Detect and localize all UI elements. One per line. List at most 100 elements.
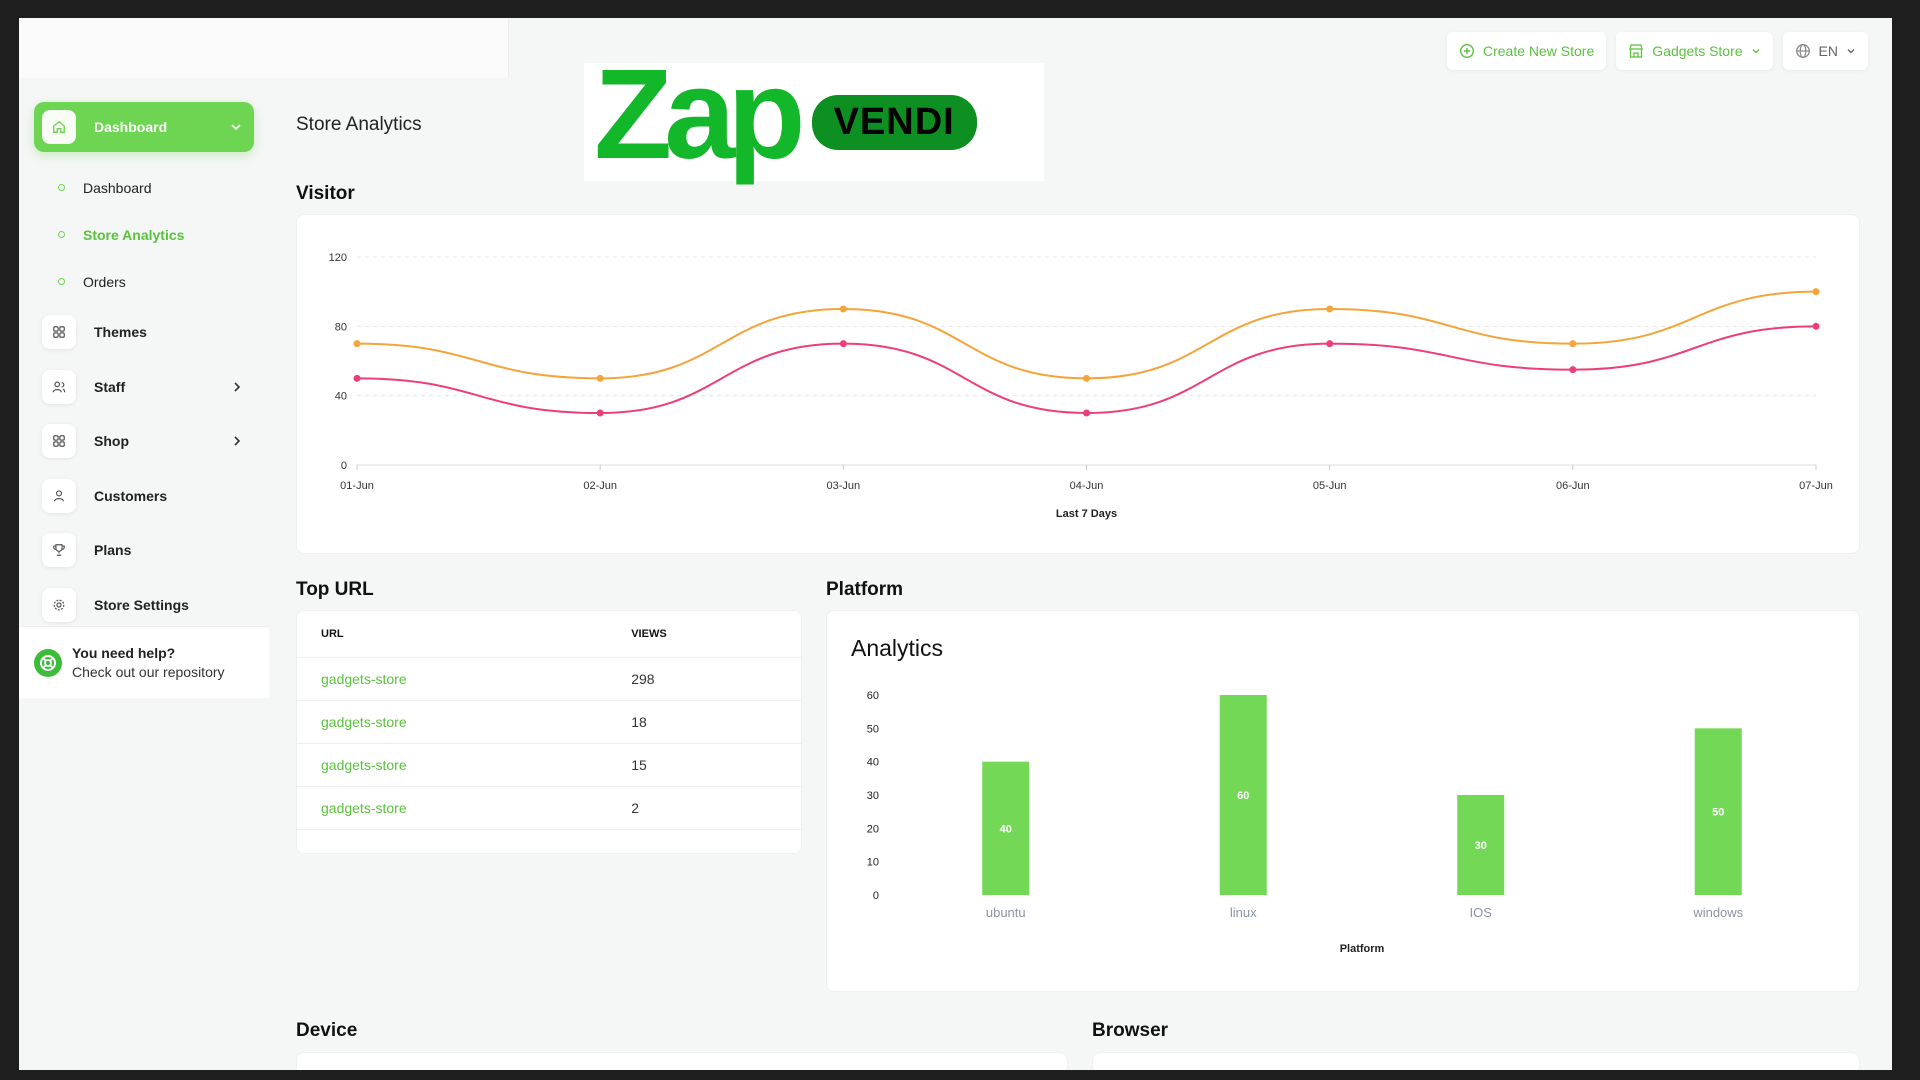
store-selector[interactable]: Gadgets Store [1616, 32, 1773, 70]
browser-heading: Browser [1092, 1020, 1169, 1041]
series-point-2 [596, 409, 604, 417]
sidebar-subitem-dashboard[interactable]: Dashboard [34, 164, 254, 211]
bar-value-label: 40 [1000, 823, 1012, 835]
user-icon [42, 478, 76, 513]
help-box[interactable]: You need help? Check out our repository [19, 626, 269, 698]
device-card [296, 1052, 1068, 1070]
platform-bar-chart: Analytics 0 10 20 30 40 50 60 40 ubuntu 60 linux 30 I… [851, 635, 1744, 955]
table-row: gadgets-store 2 [297, 786, 801, 830]
sidebar-item-label: Dashboard [94, 119, 168, 135]
series-point-2 [353, 374, 361, 382]
chevron-right-icon [234, 436, 241, 446]
series-point-2 [1326, 340, 1334, 348]
table-row: gadgets-store 18 [297, 700, 801, 744]
y-tick-label: 0 [341, 460, 347, 472]
language-selector[interactable]: EN [1782, 32, 1868, 70]
trophy-icon [42, 533, 76, 568]
x-tick-label: 03-Jun [827, 480, 861, 492]
sidebar-item-label: Shop [94, 433, 129, 450]
sidebar-item-dashboard-group[interactable]: Dashboard [34, 102, 254, 152]
sidebar-item-label: Staff [94, 378, 126, 395]
home-icon [42, 110, 76, 144]
device-heading: Device [296, 1020, 358, 1041]
visitor-card: 0 40 80 120 01-Jun 02-Jun 03-Jun 04-Jun 05-Jun 06… [296, 214, 1860, 554]
app-frame: Dashboard Dashboard Store Analytics Orde… [19, 18, 1892, 1070]
sidebar-subitem-label: Dashboard [83, 179, 152, 196]
bar [1219, 695, 1267, 895]
series-point-1 [353, 340, 361, 348]
views-value: 2 [607, 786, 801, 830]
y-tick-label: 30 [867, 790, 879, 802]
sidebar-menu: Dashboard Dashboard Store Analytics Orde… [34, 102, 254, 632]
url-link[interactable]: gadgets-store [297, 786, 608, 830]
users-icon [42, 369, 76, 404]
bar-value-label: 60 [1237, 790, 1249, 802]
bullet-icon [58, 184, 65, 191]
sidebar-item-themes[interactable]: Themes [34, 305, 254, 360]
bar-value-label: 30 [1475, 840, 1487, 852]
bullet-icon [58, 278, 65, 285]
y-tick-label: 80 [335, 321, 347, 333]
series-point-1 [1083, 374, 1090, 382]
table-row: gadgets-store 298 [297, 657, 801, 701]
logo-area [19, 18, 509, 78]
sidebar-subitem-orders[interactable]: Orders [34, 258, 254, 305]
series-point-1 [839, 305, 847, 313]
browser-card [1092, 1052, 1860, 1070]
x-tick-label: windows [1692, 905, 1743, 920]
sidebar-item-label: Store Settings [94, 596, 189, 613]
sidebar-item-customers[interactable]: Customers [34, 469, 254, 524]
url-link[interactable]: gadgets-store [297, 743, 608, 787]
series-line-2 [356, 325, 1817, 415]
y-tick-label: 120 [329, 252, 347, 264]
sidebar-item-shop[interactable]: Shop [34, 414, 254, 469]
x-axis-title: Platform [1340, 943, 1385, 955]
x-tick-label: 01-Jun [340, 480, 374, 492]
plus-circle-icon [1459, 43, 1474, 59]
sidebar-item-staff[interactable]: Staff [34, 360, 254, 415]
help-subtitle: Check out our repository [72, 664, 225, 680]
top-url-heading: Top URL [296, 579, 374, 600]
views-value: 18 [607, 700, 801, 744]
page-title: Store Analytics [296, 114, 422, 135]
y-tick-label: 60 [867, 690, 879, 702]
x-tick-label: 07-Jun [1799, 480, 1833, 492]
x-tick-label: IOS [1470, 905, 1493, 920]
x-axis-title: Last 7 Days [1056, 508, 1117, 520]
table-row: gadgets-store 15 [297, 743, 801, 787]
bar [1694, 728, 1742, 895]
brand-logo: Zap VENDI [584, 51, 1044, 181]
table-header-row: URL VIEWS [297, 611, 801, 658]
chart-title: Analytics [851, 635, 943, 661]
x-tick-label: 05-Jun [1313, 480, 1347, 492]
url-link[interactable]: gadgets-store [297, 700, 608, 744]
x-tick-label: 06-Jun [1556, 480, 1590, 492]
series-line-1 [356, 290, 1817, 380]
series-point-1 [596, 374, 604, 382]
y-tick-label: 50 [867, 723, 879, 735]
bar-value-label: 50 [1712, 807, 1724, 819]
column-header-url: URL [297, 611, 608, 658]
bar [1457, 795, 1505, 895]
brand-name-main: Zap [594, 43, 806, 186]
sidebar-subitem-store-analytics[interactable]: Store Analytics [34, 211, 254, 258]
sidebar-item-store-settings[interactable]: Store Settings [34, 578, 254, 633]
grid-icon [42, 424, 76, 459]
y-tick-label: 40 [335, 391, 347, 403]
sidebar-item-plans[interactable]: Plans [34, 523, 254, 578]
create-store-label: Create New Store [1482, 43, 1595, 59]
language-label: EN [1818, 43, 1838, 59]
chevron-down-icon [1752, 49, 1760, 54]
create-store-button[interactable]: Create New Store [1446, 32, 1607, 70]
gear-icon [42, 587, 76, 622]
series-point-1 [1326, 305, 1334, 313]
visitor-line-chart: 0 40 80 120 01-Jun 02-Jun 03-Jun 04-Jun 05-Jun 06… [329, 252, 1833, 520]
chevron-right-icon [234, 382, 241, 392]
series-point-2 [839, 340, 847, 348]
column-header-views: VIEWS [607, 611, 801, 658]
platform-heading: Platform [826, 579, 904, 600]
url-link[interactable]: gadgets-store [297, 657, 608, 701]
sidebar-item-label: Customers [94, 487, 168, 504]
visitor-heading: Visitor [296, 183, 355, 204]
y-tick-label: 0 [873, 890, 879, 902]
